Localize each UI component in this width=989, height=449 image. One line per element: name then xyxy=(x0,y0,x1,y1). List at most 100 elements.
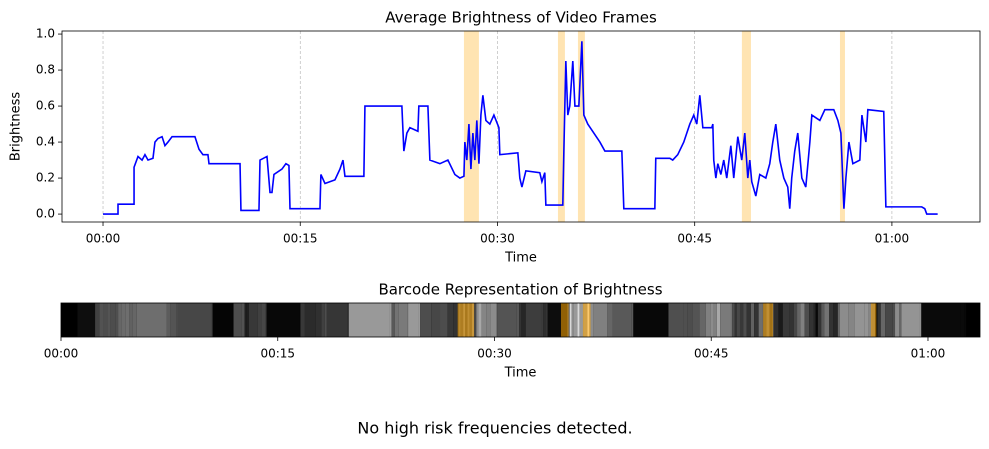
barcode-stripe xyxy=(877,303,881,337)
barcode-stripe xyxy=(110,303,116,337)
barcode-stripe xyxy=(257,303,262,337)
barcode-stripe xyxy=(95,303,100,337)
barcode-stripe xyxy=(389,303,392,337)
barcode-stripe xyxy=(569,303,572,337)
barcode-stripe xyxy=(919,303,922,337)
barcode-stripe xyxy=(699,303,706,337)
barcode-stripe xyxy=(170,303,177,337)
highlight-span xyxy=(741,31,751,222)
barcode-stripe xyxy=(408,303,419,337)
barcode-stripe xyxy=(848,303,855,337)
barcode-stripe xyxy=(497,303,517,337)
x-tick-label: 00:15 xyxy=(283,232,318,246)
barcode-stripe xyxy=(115,303,119,337)
barcode-stripe xyxy=(315,303,322,337)
x-axis-label: Time xyxy=(504,251,537,266)
barcode-stripe xyxy=(631,303,634,337)
chart-title: Barcode Representation of Brightness xyxy=(378,281,662,299)
barcode-stripe xyxy=(516,303,520,337)
brightness-line xyxy=(103,41,938,215)
barcode-stripe xyxy=(778,303,783,337)
barcode-stripe xyxy=(162,303,167,337)
barcode-stripe xyxy=(248,303,258,337)
barcode-highlight xyxy=(582,303,591,337)
barcode-stripe xyxy=(589,303,594,337)
highlight-span xyxy=(463,31,479,222)
barcode-stripe xyxy=(132,303,137,337)
barcode-stripe xyxy=(431,303,441,337)
barcode-stripe xyxy=(809,303,814,337)
barcode-stripe xyxy=(687,303,693,337)
barcode-stripe xyxy=(166,303,171,337)
highlight-span xyxy=(577,31,585,222)
barcode-stripe xyxy=(347,303,349,337)
barcode-stripe xyxy=(573,303,578,337)
barcode-stripe xyxy=(612,303,632,337)
barcode-stripe xyxy=(212,303,233,337)
barcode-stripe xyxy=(868,303,872,337)
x-tick-label: 00:15 xyxy=(260,347,295,361)
barcode-stripe xyxy=(61,303,78,337)
barcode-highlight xyxy=(870,303,877,337)
barcode-stripe xyxy=(541,303,544,337)
barcode-stripe xyxy=(813,303,816,337)
barcode-stripe xyxy=(966,303,979,337)
barcode-stripe xyxy=(668,303,684,337)
x-tick-label: 00:00 xyxy=(86,232,121,246)
barcode-stripe xyxy=(782,303,790,337)
barcode-stripe xyxy=(478,303,482,337)
y-tick-label: 1.0 xyxy=(36,27,55,41)
barcode-stripe xyxy=(750,303,755,337)
barcode-stripe xyxy=(736,303,740,337)
barcode-stripe xyxy=(261,303,266,337)
barcode-stripe xyxy=(391,303,395,337)
y-tick-label: 0.2 xyxy=(36,171,55,185)
x-tick-label: 00:45 xyxy=(677,232,712,246)
barcode-stripe xyxy=(793,303,798,337)
barcode-stripe xyxy=(773,303,779,337)
barcode-stripe xyxy=(730,303,732,337)
barcode-stripe xyxy=(447,303,454,337)
status-message: No high risk frequencies detected. xyxy=(357,419,632,438)
barcode-stripe xyxy=(716,303,721,337)
barcode-stripe xyxy=(233,303,242,337)
barcode-stripe xyxy=(546,303,548,337)
barcode-stripe xyxy=(829,303,834,337)
barcode-stripe xyxy=(746,303,751,337)
barcode-stripe xyxy=(683,303,688,337)
barcode-stripe xyxy=(476,303,479,337)
barcode-stripe xyxy=(754,303,759,337)
barcode-stripe xyxy=(486,303,491,337)
barcode-stripe xyxy=(321,303,325,337)
barcode-stripe xyxy=(804,303,810,337)
barcode-stripe xyxy=(667,303,669,337)
barcode-stripe xyxy=(103,303,108,337)
barcode-stripe xyxy=(964,303,967,337)
barcode-stripe xyxy=(921,303,961,337)
axes-frame xyxy=(61,30,981,223)
barcode-stripe xyxy=(880,303,886,337)
barcode-stripe xyxy=(734,303,737,337)
barcode-stripe xyxy=(525,303,542,337)
barcode-stripe xyxy=(440,303,448,337)
x-axis-label: Time xyxy=(504,366,537,381)
barcode-stripe xyxy=(720,303,731,337)
barcode-highlight xyxy=(763,303,774,337)
barcode-stripe xyxy=(732,303,735,337)
barcode-stripe xyxy=(121,303,126,337)
barcode-stripe xyxy=(577,303,580,337)
barcode-stripe xyxy=(299,303,301,337)
y-tick-label: 0.4 xyxy=(36,135,55,149)
barcode-stripe xyxy=(543,303,547,337)
barcode-stripe xyxy=(839,303,849,337)
barcode-stripe xyxy=(713,303,717,337)
barcode-stripe xyxy=(633,303,668,337)
barcode-stripe xyxy=(99,303,104,337)
barcode-stripe xyxy=(244,303,247,337)
barcode-stripe xyxy=(241,303,245,337)
barcode-stripe xyxy=(481,303,487,337)
barcode-stripe xyxy=(265,303,267,337)
barcode-stripe xyxy=(420,303,432,337)
barcode-stripe xyxy=(125,303,130,337)
barcode-highlight xyxy=(457,303,475,337)
